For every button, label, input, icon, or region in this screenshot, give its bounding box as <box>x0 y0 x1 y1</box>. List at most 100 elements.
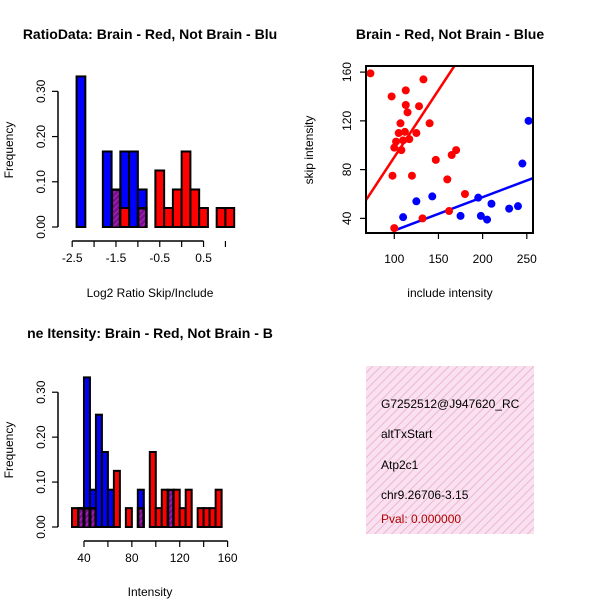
scatter-brain-point-20 <box>452 146 461 155</box>
hist-2-xtick-label-2: 120 <box>170 551 190 565</box>
hist-0-brain-bar-6 <box>180 150 192 228</box>
scatter-brain-point-10 <box>401 101 410 110</box>
scatter-brain-point-13 <box>407 171 416 180</box>
info-location: chr9.26706-3.15 <box>381 488 469 502</box>
info-panel-background <box>366 366 534 534</box>
hist-2-overlap-bar-0 <box>78 508 84 528</box>
hist-2-overlap-bar-3 <box>138 508 144 528</box>
intensity-scatter-xlabel: include intensity <box>407 286 492 300</box>
scatter-not-brain-point-0 <box>399 213 408 222</box>
hist-2-brain-bar-13 <box>184 488 193 528</box>
info-pval: Pval: 0.000000 <box>381 512 461 526</box>
scatter-ytick-label-1: 80 <box>340 163 354 177</box>
ratio-histogram-ylabel: Frequency <box>2 122 16 179</box>
intensity-histogram-title: ne Itensity: Brain - Red, Not Brain - B <box>27 325 273 341</box>
hist-2-xtick-label-0: 40 <box>77 551 91 565</box>
hist-2-xtick-label-1: 80 <box>125 551 139 565</box>
scatter-not-brain-point-9 <box>513 202 522 211</box>
hist-2-overlap-bar-1 <box>84 508 90 528</box>
hist-0-brain-bar-8 <box>198 207 209 229</box>
scatter-ytick-label-2: 120 <box>340 111 354 131</box>
intensity-histogram: ne Itensity: Brain - Red, Not Brain - B … <box>2 325 273 599</box>
info-event-type: altTxStart <box>381 427 433 441</box>
scatter-not-brain-fit-line <box>393 176 533 232</box>
scatter-not-brain-point-10 <box>518 159 527 168</box>
scatter-brain-point-5 <box>396 119 405 128</box>
ratio-histogram: RatioData: Brain - Red, Not Brain - Blu … <box>2 26 277 300</box>
scatter-inner <box>366 66 533 233</box>
intensity-scatter-ylabel: skip intensity <box>302 116 316 185</box>
hist-0-ytick-label-1: 0.10 <box>34 170 48 194</box>
ratio-histogram-axes: 0.00 0.10 0.20 0.30 -2.5 -1.5 -0.5 0.5 <box>34 79 227 265</box>
scatter-brain-point-4 <box>394 129 403 138</box>
hist-0-overlap-bar-0 <box>112 189 120 228</box>
hist-0-ytick-label-0: 0.00 <box>34 215 48 239</box>
scatter-brain-point-8 <box>400 127 409 136</box>
hist-2-overlap-bar-2 <box>90 508 96 528</box>
hist-0-brain-bar-10 <box>224 207 236 229</box>
scatter-brain-point-23 <box>445 207 454 216</box>
intensity-histogram-xlabel: Intensity <box>128 585 173 599</box>
intensity-histogram-bars <box>71 376 223 528</box>
scatter-brain-point-1 <box>387 92 396 101</box>
hist-2-brain-bar-7 <box>148 450 157 528</box>
scatter-brain-point-15 <box>415 102 424 111</box>
hist-0-brain-bar-7 <box>189 188 201 228</box>
intensity-scatter-title: Brain - Red, Not Brain - Blue <box>356 26 544 42</box>
hist-0-brain-bar-9 <box>215 207 227 229</box>
intensity-histogram-ylabel: Frequency <box>2 422 16 479</box>
scatter-not-brain-point-7 <box>487 199 496 208</box>
hist-2-brain-bar-5 <box>124 507 133 528</box>
hist-0-ytick-label-3: 0.30 <box>34 79 48 103</box>
scatter-brain-point-17 <box>425 119 434 128</box>
scatter-brain-point-6 <box>397 146 406 155</box>
hist-0-brain-bar-4 <box>163 207 174 229</box>
scatter-brain-point-16 <box>419 75 428 84</box>
hist-0-brain-bar-3 <box>154 169 166 228</box>
hist-2-ytick-label-0: 0.00 <box>34 515 48 539</box>
scatter-not-brain-point-6 <box>483 215 492 224</box>
scatter-xtick-label-2: 200 <box>473 252 493 266</box>
hist-2-brain-bar-17 <box>214 488 223 528</box>
scatter-brain-point-11 <box>403 108 412 117</box>
scatter-brain-point-14 <box>412 129 421 138</box>
ratio-histogram-title: RatioData: Brain - Red, Not Brain - Blu <box>23 26 277 42</box>
hist-0-not-brain-bar-0 <box>75 75 87 228</box>
hist-0-overlap-bar-1 <box>138 208 147 228</box>
scatter-brain-fit-line <box>366 66 456 201</box>
hist-0-xtick-label-3: 0.5 <box>195 251 212 265</box>
scatter-brain-point-7 <box>399 136 408 145</box>
scatter-not-brain-point-2 <box>428 192 437 201</box>
ratio-histogram-xlabel: Log2 Ratio Skip/Include <box>87 286 214 300</box>
scatter-not-brain-point-1 <box>412 197 421 206</box>
intensity-histogram-axes: 0.00 0.10 0.20 0.30 40 80 120 160 <box>34 380 238 565</box>
scatter-brain-point-18 <box>431 155 440 164</box>
hist-2-ytick-label-3: 0.30 <box>34 380 48 404</box>
hist-2-ytick-label-2: 0.20 <box>34 425 48 449</box>
scatter-not-brain-point-3 <box>456 211 465 220</box>
hist-0-brain-bar-5 <box>171 188 183 228</box>
scatter-ytick-label-3: 160 <box>340 62 354 82</box>
scatter-brain-point-12 <box>405 135 414 144</box>
scatter-ytick-label-0: 40 <box>340 211 354 225</box>
scatter-brain-point-26 <box>390 224 399 233</box>
hist-2-xtick-label-3: 160 <box>218 551 238 565</box>
scatter-brain-point-3 <box>392 137 401 146</box>
scatter-xtick-label-1: 150 <box>428 252 448 266</box>
intensity-scatter-plot <box>366 66 533 233</box>
scatter-xtick-label-0: 100 <box>384 252 404 266</box>
scatter-not-brain-point-8 <box>505 204 514 213</box>
hist-0-not-brain-bar-1 <box>101 150 113 228</box>
hist-0-xtick-label-0: -2.5 <box>62 251 83 265</box>
scatter-xtick-label-3: 250 <box>517 252 537 266</box>
scatter-brain-point-25 <box>460 189 469 198</box>
info-gene: Atp2c1 <box>381 458 419 472</box>
scatter-not-brain-point-11 <box>524 116 533 125</box>
hist-2-ytick-label-1: 0.10 <box>34 470 48 494</box>
hist-0-xtick-label-2: -0.5 <box>149 251 170 265</box>
scatter-brain-point-2 <box>390 143 399 152</box>
scatter-not-brain-point-5 <box>476 211 485 220</box>
hist-0-not-brain-bar-3 <box>128 150 139 228</box>
